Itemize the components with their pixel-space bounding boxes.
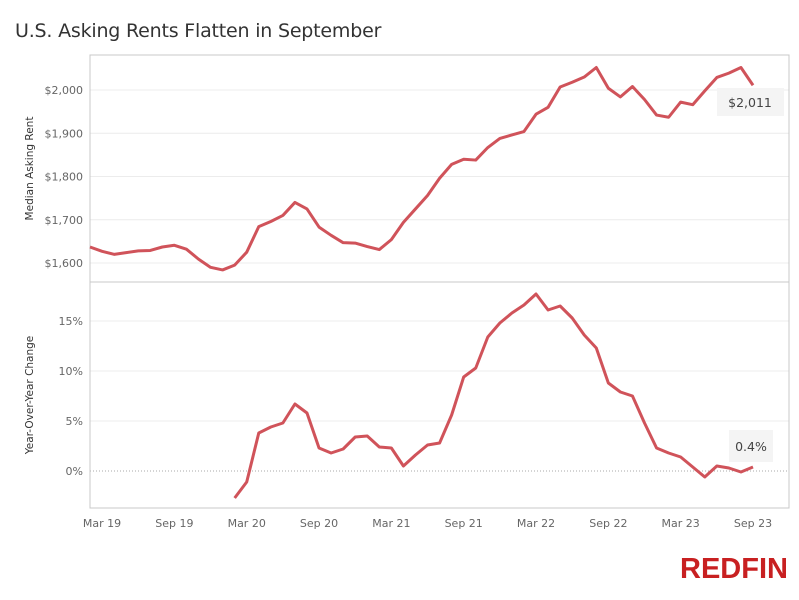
x-tick-label: Mar 19 [83, 517, 121, 530]
x-tick-label: Mar 22 [517, 517, 555, 530]
y-tick-label: $1,700 [45, 214, 84, 227]
x-tick-label: Sep 22 [589, 517, 627, 530]
panel-border [89, 281, 790, 509]
x-tick-label: Sep 19 [155, 517, 193, 530]
y-tick-label: 5% [66, 415, 83, 428]
y-tick-label: $1,600 [45, 257, 84, 270]
x-tick-label: Mar 21 [372, 517, 410, 530]
x-tick-label: Sep 20 [300, 517, 338, 530]
y-tick-label: 10% [59, 365, 83, 378]
y-tick-label: $1,900 [45, 127, 84, 140]
annotation-box [717, 88, 784, 116]
last-value-annotation: $2,011 [728, 95, 772, 110]
x-tick-label: Mar 23 [662, 517, 700, 530]
y-tick-label: 0% [66, 465, 83, 478]
series-line [233, 292, 754, 499]
x-tick-label: Sep 21 [445, 517, 483, 530]
y-tick-label: 15% [59, 315, 83, 328]
last-value-annotation: 0.4% [735, 439, 767, 454]
y-tick-label: $2,000 [45, 84, 84, 97]
panel-border [89, 54, 790, 283]
series-line [89, 66, 755, 272]
annotation-box [729, 430, 773, 462]
x-tick-label: Sep 23 [734, 517, 772, 530]
y-axis-title: Median Asking Rent [24, 117, 36, 221]
y-tick-label: $1,800 [45, 171, 84, 184]
y-axis-title: Year-Over-Year Change [24, 336, 36, 456]
chart-title: U.S. Asking Rents Flatten in September [15, 20, 382, 42]
x-tick-label: Mar 20 [228, 517, 266, 530]
redfin-logo: REDFIN [680, 553, 788, 585]
